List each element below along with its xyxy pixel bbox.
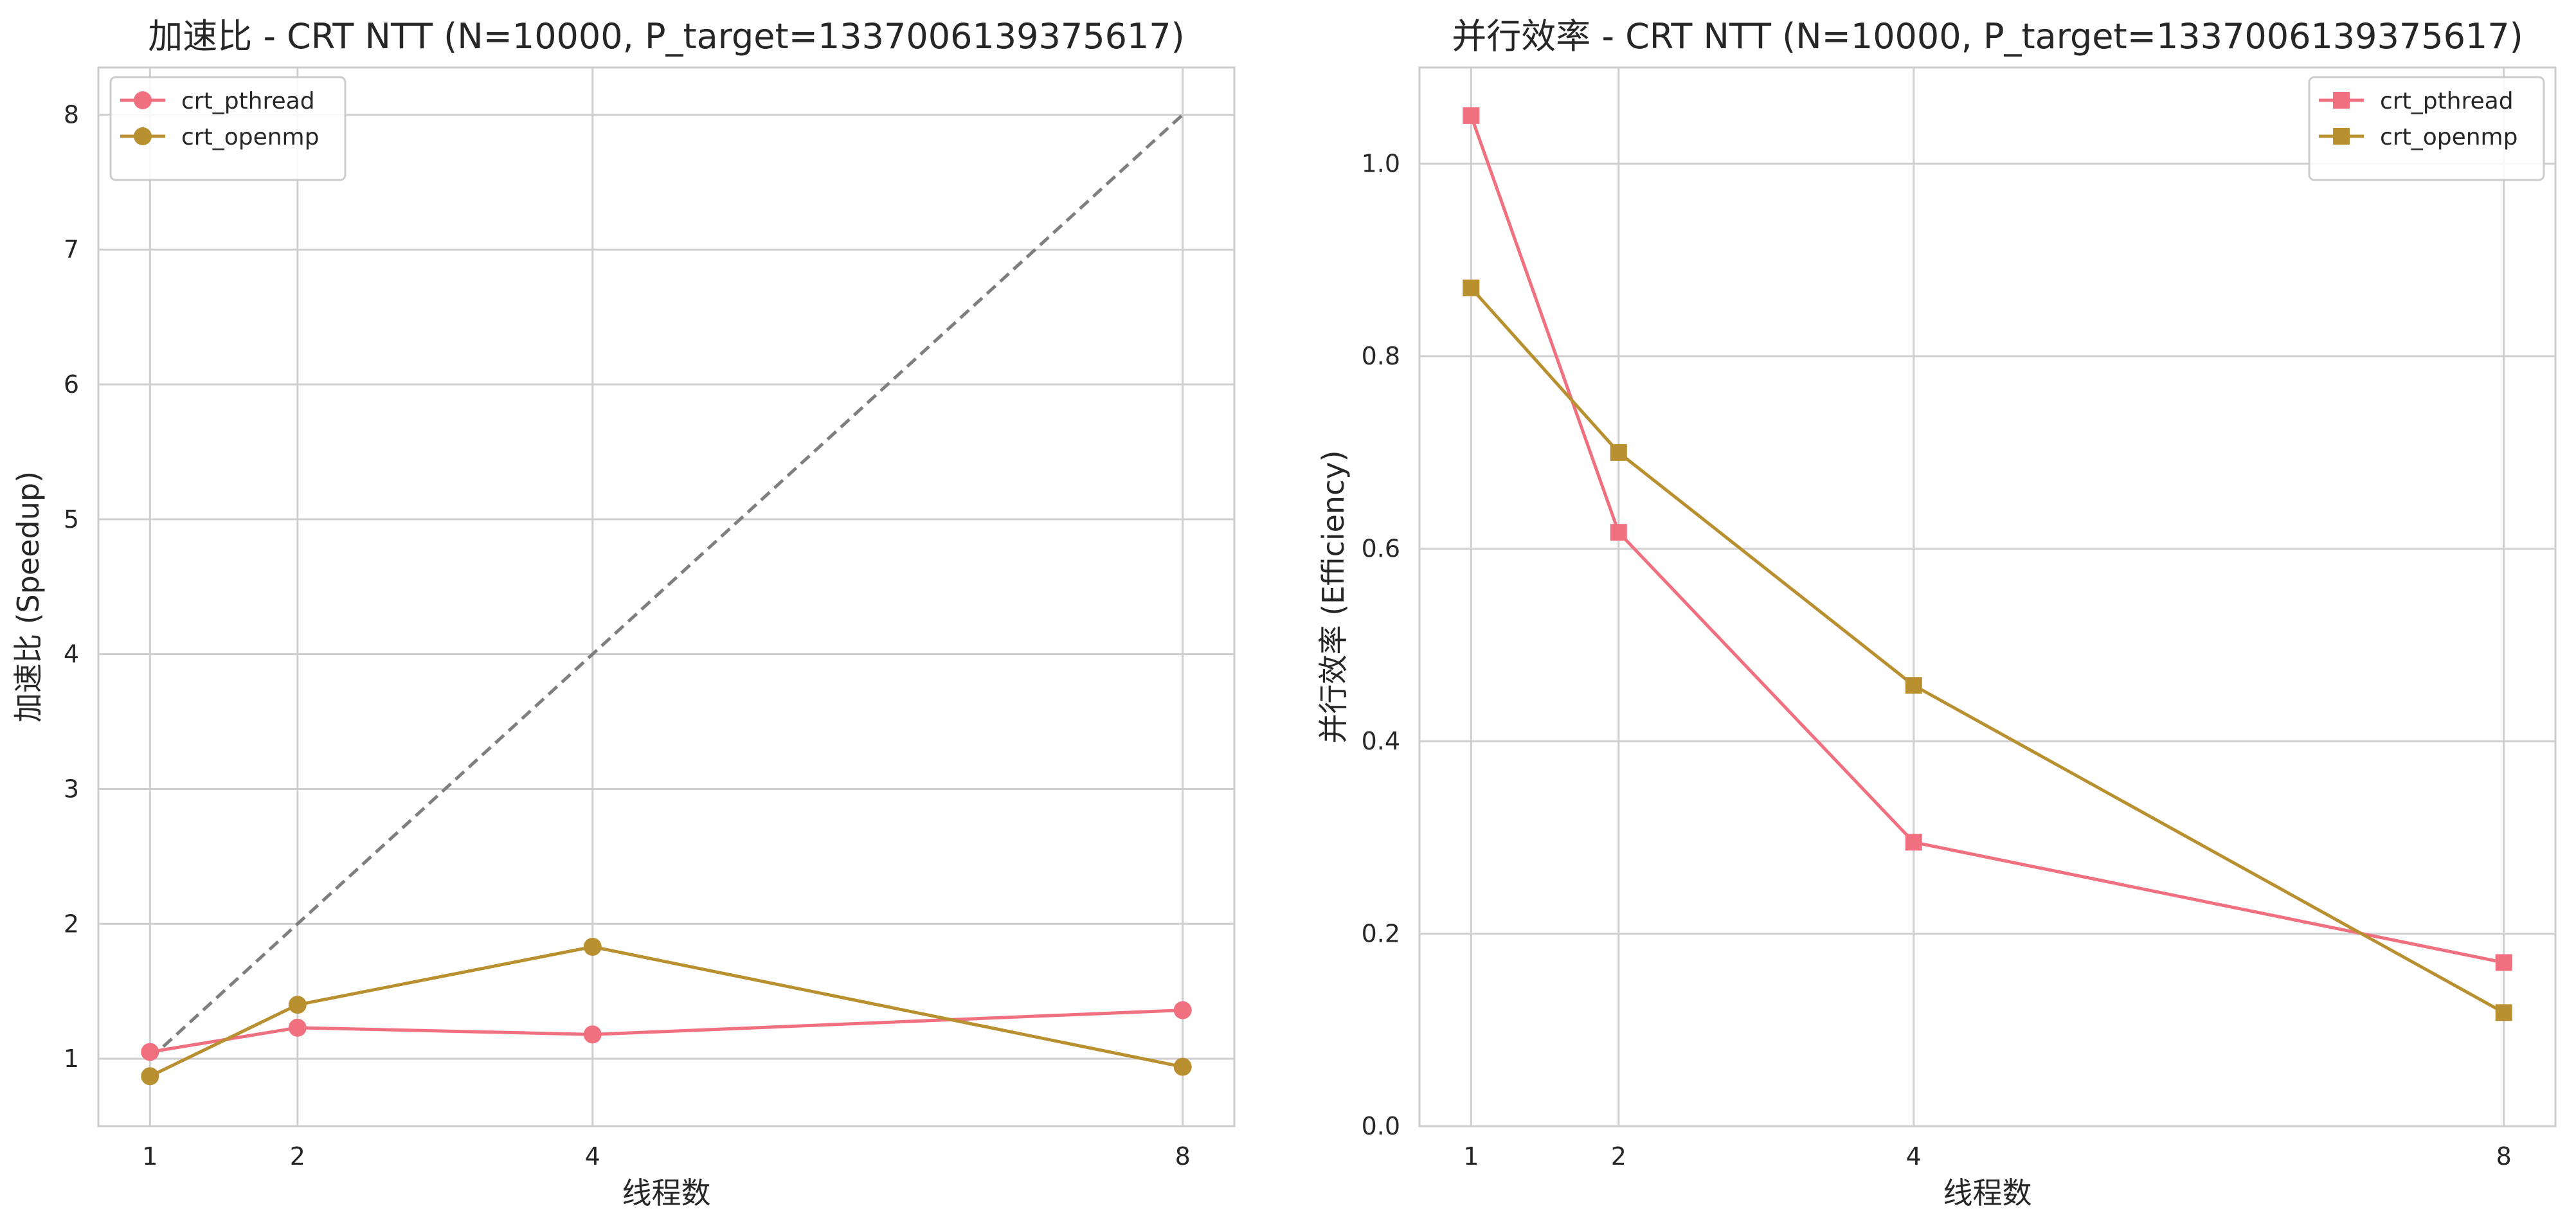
speedup-crt_pthread-point (583, 1025, 602, 1044)
speedup-series-crt_openmp (141, 937, 1192, 1086)
efficiency-y-tick-label: 0.4 (1362, 727, 1400, 755)
efficiency-legend-swatch-marker (2333, 128, 2350, 145)
efficiency-crt_openmp-point (1463, 279, 1480, 296)
efficiency-crt_pthread-line (1469, 115, 2505, 964)
speedup-y-tick-label: 6 (64, 370, 79, 399)
speedup-crt_openmp-line (149, 945, 1184, 1078)
efficiency-legend: crt_pthread crt_openmp (2308, 76, 2545, 181)
speedup-y-axis-label: 加速比 (Speedup) (11, 471, 46, 722)
speedup-x-tick-label: 2 (290, 1142, 305, 1171)
efficiency-crt_openmp-line (1470, 287, 2505, 1014)
speedup-crt_openmp-point (288, 996, 307, 1014)
efficiency-chart: 0.0 0.2 0.4 0.6 0.8 1.0 1 2 4 8 并行效率 - CRT NTT (N=… (1316, 16, 2557, 1210)
efficiency-y-axis-label: 并行效率 (Efficiency) (1316, 450, 1351, 743)
speedup-crt_pthread-point (288, 1018, 307, 1037)
efficiency-chart-title: 并行效率 - CRT NTT (N=10000, P_target=133700… (1452, 16, 2523, 57)
efficiency-legend-label: crt_pthread (2380, 88, 2514, 114)
speedup-chart-title: 加速比 - CRT NTT (N=10000, P_target=1337006… (148, 16, 1184, 57)
speedup-legend-label: crt_pthread (181, 88, 315, 114)
speedup-chart: 1 2 3 4 5 6 7 8 1 2 4 8 加速比 - CRT NTT (N=10000, P_ta… (11, 16, 1236, 1210)
efficiency-series-crt_pthread (1463, 107, 2512, 971)
speedup-legend: crt_pthread crt_openmp (109, 76, 347, 181)
efficiency-crt_pthread-point (2495, 954, 2512, 971)
efficiency-y-tick-label: 0.0 (1362, 1112, 1400, 1140)
speedup-crt_openmp-point (1173, 1057, 1192, 1076)
efficiency-legend-label: crt_openmp (2380, 124, 2517, 150)
speedup-legend-swatch-marker (134, 127, 152, 145)
efficiency-plot-area (1418, 66, 2557, 1127)
efficiency-legend-frame (2308, 76, 2545, 181)
speedup-y-tick-label: 3 (64, 775, 79, 803)
efficiency-grid (1419, 67, 2555, 1127)
efficiency-legend-swatch-marker (2333, 92, 2350, 109)
efficiency-x-axis-label: 线程数 (1943, 1176, 2032, 1210)
speedup-legend-swatch-marker (134, 91, 152, 109)
speedup-y-tick-label: 7 (64, 235, 79, 264)
efficiency-crt_pthread-point (1463, 107, 1480, 124)
speedup-legend-label: crt_openmp (181, 124, 319, 150)
speedup-plot-area (97, 66, 1236, 1127)
speedup-x-tick-label: 8 (1175, 1142, 1191, 1171)
speedup-crt_openmp-point (141, 1067, 159, 1086)
speedup-crt_pthread-point (141, 1043, 159, 1061)
speedup-x-tick-label: 1 (142, 1142, 158, 1171)
efficiency-x-tick-label: 2 (1611, 1142, 1626, 1171)
speedup-y-tick-label: 2 (64, 910, 79, 938)
speedup-x-tick-label: 4 (585, 1142, 600, 1171)
speedup-y-tick-label: 1 (64, 1045, 79, 1073)
efficiency-y-tick-label: 0.6 (1362, 535, 1400, 563)
efficiency-y-tick-label: 0.8 (1362, 342, 1400, 370)
efficiency-x-tick-label: 4 (1906, 1142, 1922, 1171)
efficiency-y-tick-label: 0.2 (1362, 920, 1400, 948)
speedup-grid (98, 67, 1234, 1126)
speedup-y-tick-label: 8 (64, 100, 79, 129)
efficiency-y-tick-label: 1.0 (1362, 150, 1400, 178)
speedup-crt_openmp-point (583, 937, 602, 956)
speedup-crt_pthread-point (1173, 1001, 1192, 1019)
efficiency-series-crt_openmp (1463, 279, 2512, 1021)
speedup-y-tick-label: 4 (64, 640, 79, 668)
efficiency-crt_openmp-point (1905, 677, 1922, 694)
speedup-legend-frame (109, 76, 347, 181)
efficiency-crt_pthread-point (1905, 834, 1922, 851)
efficiency-crt_pthread-point (1610, 524, 1627, 541)
efficiency-x-tick-label: 1 (1463, 1142, 1479, 1171)
efficiency-crt_openmp-point (2495, 1004, 2512, 1021)
efficiency-crt_openmp-point (1610, 444, 1627, 461)
speedup-y-tick-label: 5 (64, 505, 79, 534)
efficiency-x-tick-label: 8 (2496, 1142, 2512, 1171)
speedup-x-axis-label: 线程数 (622, 1176, 711, 1210)
